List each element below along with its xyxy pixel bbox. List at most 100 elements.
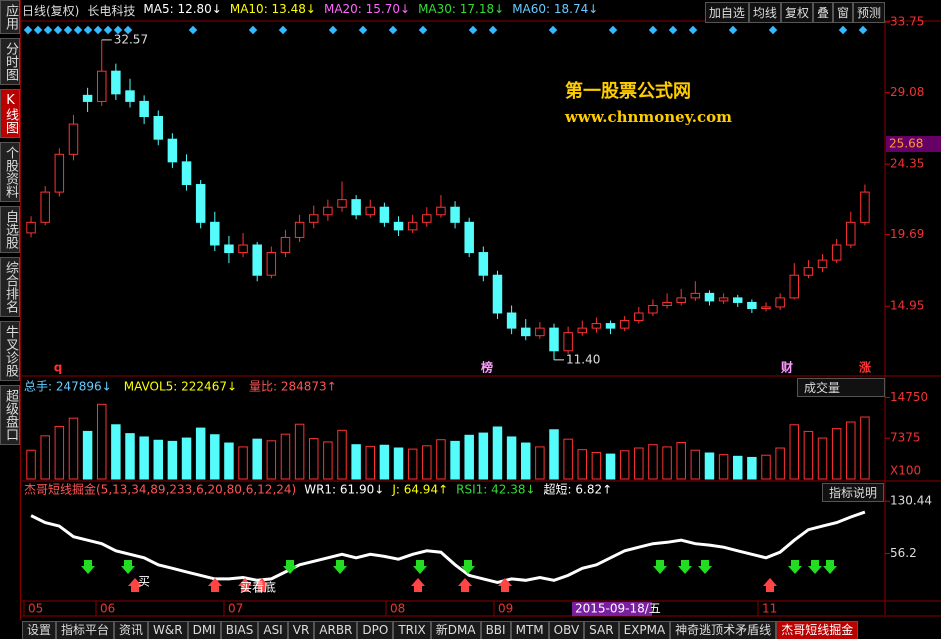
toolbar-button[interactable]: 均线 [748,2,781,23]
volume-dropdown[interactable]: 成交量 [797,378,885,397]
candle-body [407,221,418,231]
indicator-tab[interactable]: OBV [548,621,585,639]
volume-bar [280,433,291,480]
volume-bar [393,447,404,480]
signal-diamond [83,25,93,35]
volume-bar [492,426,503,480]
volume-bar [407,448,418,480]
candle-body [167,138,178,163]
sidebar-tab[interactable]: K线图 [0,89,20,138]
signal-diamond [608,25,618,35]
sidebar-tab[interactable]: 自选股 [0,206,20,253]
indicator-tab[interactable]: 神奇逃顶术矛盾线 [670,621,777,639]
indicator-tab[interactable]: 杰哥短线掘金 [776,621,859,639]
y-tick-label: 7375 [890,431,921,445]
sidebar-tab[interactable]: 应用 [0,0,20,34]
signal-diamond [23,25,33,35]
candle-body [181,161,192,186]
indicator-tab[interactable]: EXPMA [618,621,671,639]
volume-bar [775,447,785,480]
volume-header: 量比: 284873↑ [249,380,337,394]
candle-body [549,327,559,352]
volume-bar [181,437,192,480]
signal-diamond [103,25,113,35]
candle-body [775,297,785,308]
sidebar-tab[interactable]: 牛叉诊股 [0,321,20,381]
volume-bar [634,447,644,480]
volume-bar [96,403,107,480]
signal-diamond [388,25,398,35]
volume-bar [704,452,715,480]
candle-body [96,70,107,102]
indicator-tab[interactable]: ARBR [314,621,358,639]
signal-diamond [63,25,73,35]
volume-bar [535,446,545,480]
signal-diamond [728,25,738,35]
volume-bar [323,441,333,480]
event-marker: q [54,361,63,375]
indicator-tab[interactable]: ASI [258,621,288,639]
indicator-tab[interactable]: 指标平台 [56,621,115,639]
toolbar-button[interactable]: 叠 [812,2,833,23]
toolbar-button[interactable]: 加自选 [704,2,749,23]
event-marker: 财 [780,360,793,375]
signal-diamond [418,25,428,35]
indicator-tab[interactable]: MTM [510,621,549,639]
toolbar-button[interactable]: 窗 [832,2,853,23]
indicator-tab[interactable]: TRIX [393,621,431,639]
signal-diamond [688,25,698,35]
candle-body [224,244,234,254]
volume-bar [860,416,870,480]
signal-arrow [81,560,95,574]
candle-body [747,301,757,309]
date-label: 08 [390,602,405,616]
candle-body [68,123,79,155]
indicator-tab[interactable]: BIAS [220,621,259,639]
toolbar-button[interactable]: 预测 [852,2,885,23]
indicator-header: WR1: 61.90↓ [304,483,384,497]
y-tick-label: 33.75 [890,15,924,29]
indicator-tab[interactable]: 新DMA [430,621,481,639]
cursor-date-bg [572,602,652,616]
candle-body [139,100,149,118]
sidebar-tab[interactable]: 分时图 [0,38,20,85]
volume-bar [831,428,842,480]
sidebar-tab[interactable]: 超级盘口 [0,385,20,445]
date-label: 07 [228,602,243,616]
volume-bar [224,442,234,480]
candle-body [195,184,206,223]
volume-bar [379,444,390,480]
candle-body [535,327,545,337]
sidebar-tab[interactable]: 个股资料 [0,142,20,202]
indicator-tab[interactable]: 设置 [22,621,57,639]
volume-bar [365,445,376,480]
indicator-tab[interactable]: 资讯 [114,621,149,639]
indicator-tab[interactable]: SAR [584,621,619,639]
signal-arrow [498,578,512,592]
low-annotation: 11.40 [566,352,600,366]
volume-bar [26,449,36,480]
indicator-help-button[interactable]: 指标说明 [822,483,885,502]
signal-diamond [73,25,83,35]
current-price-tag [886,136,941,153]
indicator-tab[interactable]: DPO [357,621,394,639]
signal-diamond [278,25,288,35]
date-label: 11 [762,602,777,616]
indicator-tab[interactable]: BBI [480,621,511,639]
watermark-title: 第一股票公式网 [565,80,691,102]
indicator-tab[interactable]: W&R [148,621,188,639]
candle-body [82,94,93,102]
toolbar-button[interactable]: 复权 [780,2,813,23]
volume-bar [167,440,178,480]
y-tick-label: 14.95 [890,299,924,313]
signal-diamond [548,25,558,35]
volume-bar [337,429,347,480]
indicator-tab[interactable]: VR [287,621,315,639]
candle-body [478,252,489,276]
indicator-tab[interactable]: DMI [187,621,221,639]
volume-bar [520,442,531,480]
candle-body [351,199,361,216]
candle-body [634,312,644,322]
volume-bar [506,436,517,480]
sidebar-tab[interactable]: 综合排名 [0,257,20,317]
